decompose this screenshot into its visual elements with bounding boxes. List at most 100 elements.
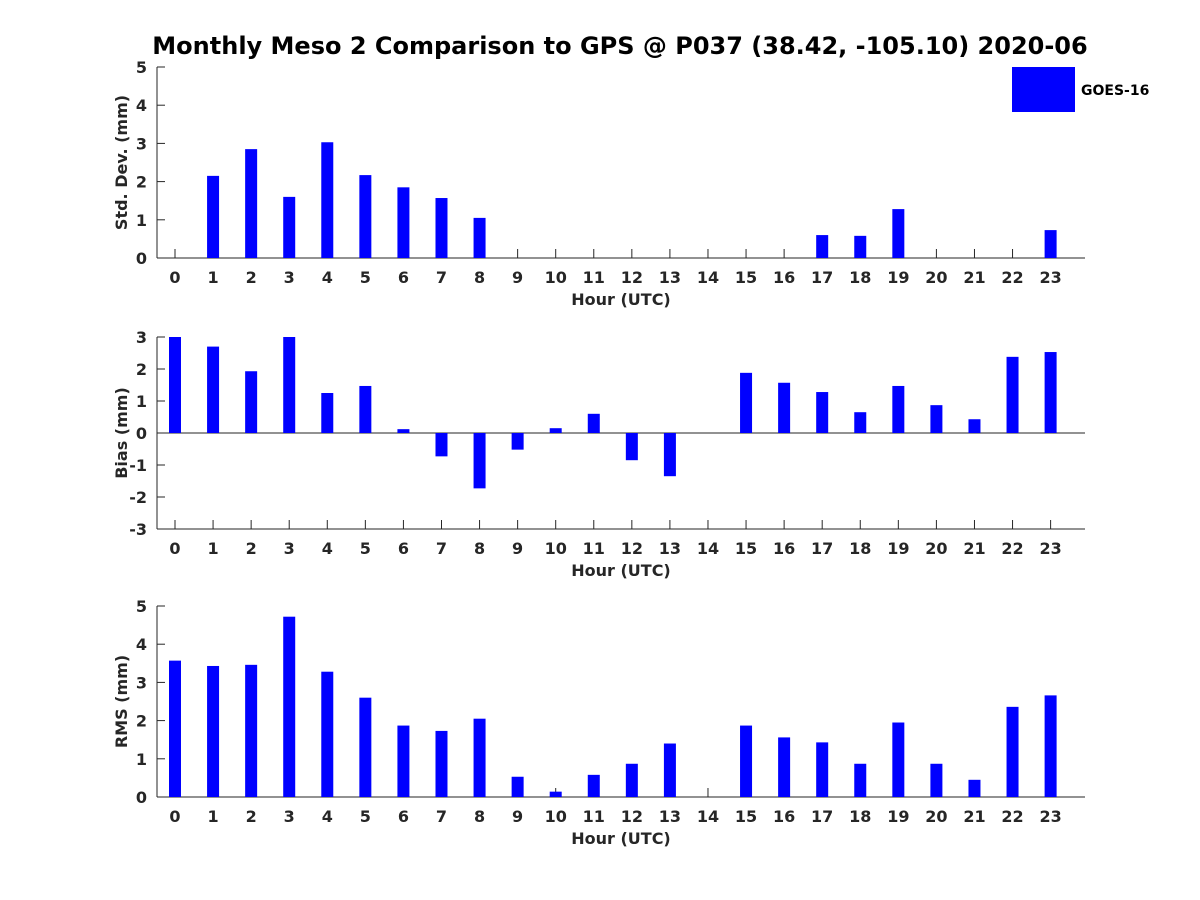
x-tick-label: 16 [773, 807, 795, 826]
bar-bias-hour-7 [435, 433, 448, 457]
bar-rms-hour-5 [359, 697, 372, 797]
y-tick-label: 2 [136, 360, 147, 379]
bar-bias-hour-8 [473, 433, 486, 489]
x-tick-label: 20 [925, 268, 947, 287]
x-tick-label: 2 [246, 268, 257, 287]
bar-bias-hour-16 [778, 382, 791, 433]
x-axis-label: Hour (UTC) [571, 561, 671, 580]
bar-bias-hour-10 [549, 428, 562, 433]
x-tick-label: 9 [512, 539, 523, 558]
bar-rms-hour-19 [892, 722, 905, 797]
bar-bias-hour-0 [169, 337, 181, 433]
bar-bias-hour-2 [245, 371, 258, 433]
y-axis-label: RMS (mm) [112, 655, 131, 748]
bar-std-dev-hour-5 [359, 175, 372, 258]
bar-bias-hour-18 [854, 412, 867, 433]
x-tick-label: 7 [436, 268, 447, 287]
x-tick-label: 0 [169, 268, 180, 287]
x-tick-label: 21 [963, 807, 985, 826]
bar-rms-hour-22 [1006, 706, 1019, 797]
bar-rms-hour-18 [854, 763, 867, 797]
x-tick-label: 8 [474, 539, 485, 558]
x-tick-label: 10 [545, 807, 567, 826]
bar-bias-hour-4 [321, 393, 334, 433]
bar-bias-hour-5 [359, 385, 372, 433]
bar-bias-hour-17 [816, 392, 829, 433]
chart-title: Monthly Meso 2 Comparison to GPS @ P037 … [152, 32, 1087, 60]
x-tick-label: 23 [1039, 268, 1061, 287]
x-tick-label: 1 [207, 539, 218, 558]
bar-rms-hour-8 [473, 718, 486, 797]
x-tick-label: 16 [773, 539, 795, 558]
x-tick-label: 6 [398, 268, 409, 287]
bar-std-dev-hour-18 [854, 235, 867, 258]
bar-rms-hour-7 [435, 730, 448, 797]
x-tick-label: 18 [849, 807, 871, 826]
x-tick-label: 23 [1039, 807, 1061, 826]
x-tick-label: 0 [169, 539, 180, 558]
bar-std-dev-hour-4 [321, 142, 334, 258]
y-tick-label: -1 [129, 456, 147, 475]
y-tick-label: 0 [136, 424, 147, 443]
x-tick-label: 22 [1001, 539, 1023, 558]
bar-rms-hour-17 [816, 742, 829, 797]
y-tick-label: 3 [136, 328, 147, 347]
x-tick-label: 22 [1001, 807, 1023, 826]
x-tick-label: 13 [659, 268, 681, 287]
y-tick-label: 1 [136, 750, 147, 769]
x-tick-label: 19 [887, 539, 909, 558]
x-tick-label: 16 [773, 268, 795, 287]
bar-bias-hour-3 [283, 337, 296, 433]
x-tick-label: 2 [246, 807, 257, 826]
x-tick-label: 18 [849, 539, 871, 558]
x-tick-label: 5 [360, 807, 371, 826]
x-tick-label: 10 [545, 268, 567, 287]
x-tick-label: 19 [887, 268, 909, 287]
x-tick-label: 17 [811, 268, 833, 287]
x-tick-label: 4 [322, 539, 333, 558]
bar-rms-hour-3 [283, 616, 296, 797]
bar-rms-hour-12 [625, 763, 638, 797]
y-tick-label: -3 [129, 520, 147, 539]
bar-std-dev-hour-2 [245, 149, 258, 258]
x-tick-label: 0 [169, 807, 180, 826]
bar-bias-hour-12 [625, 433, 638, 461]
x-tick-label: 19 [887, 807, 909, 826]
y-tick-label: 1 [136, 392, 147, 411]
x-tick-label: 8 [474, 268, 485, 287]
x-tick-label: 13 [659, 539, 681, 558]
x-tick-label: 15 [735, 539, 757, 558]
x-tick-label: 21 [963, 539, 985, 558]
y-tick-label: 5 [136, 58, 147, 77]
bar-bias-hour-21 [968, 419, 981, 433]
x-tick-label: 12 [621, 807, 643, 826]
x-tick-label: 20 [925, 807, 947, 826]
y-tick-label: 0 [136, 788, 147, 807]
bar-std-dev-hour-1 [207, 175, 220, 258]
y-tick-label: 4 [136, 635, 147, 654]
bar-bias-hour-6 [397, 429, 410, 433]
x-tick-label: 15 [735, 268, 757, 287]
x-tick-label: 23 [1039, 539, 1061, 558]
y-tick-label: 2 [136, 712, 147, 731]
x-tick-label: 18 [849, 268, 871, 287]
bar-rms-hour-2 [245, 664, 258, 797]
bar-rms-hour-0 [169, 660, 181, 797]
bar-std-dev-hour-6 [397, 187, 410, 258]
x-tick-label: 4 [322, 807, 333, 826]
x-tick-label: 3 [284, 807, 295, 826]
y-tick-label: 4 [136, 96, 147, 115]
bar-rms-hour-16 [778, 737, 791, 797]
x-tick-label: 1 [207, 268, 218, 287]
x-tick-label: 14 [697, 539, 719, 558]
x-tick-label: 8 [474, 807, 485, 826]
y-tick-label: 3 [136, 134, 147, 153]
bar-bias-hour-23 [1044, 352, 1057, 433]
x-tick-label: 1 [207, 807, 218, 826]
x-tick-label: 10 [545, 539, 567, 558]
